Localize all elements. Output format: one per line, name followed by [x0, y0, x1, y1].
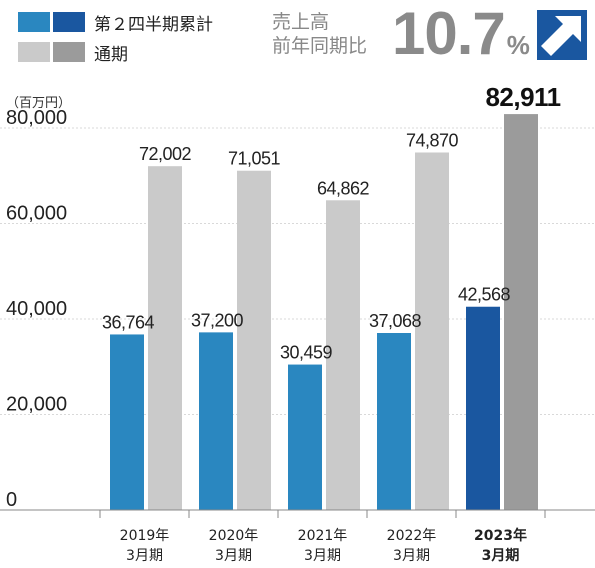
legend: 第２四半期累計 通期 — [18, 10, 213, 70]
bar-q2 — [110, 334, 144, 510]
legend-item-full: 通期 — [18, 40, 213, 65]
legend-swatch-q2-light — [18, 12, 50, 32]
value-label-full: 71,051 — [228, 149, 281, 169]
x-tick-label-period: 3月期 — [126, 548, 163, 564]
kpi-value-number: 10.7 — [392, 0, 506, 67]
legend-label-q2: 第２四半期累計 — [94, 14, 213, 35]
value-label-full: 72,002 — [139, 144, 192, 164]
legend-swatch-q2-dark — [53, 12, 85, 32]
legend-swatch-full-light — [18, 42, 50, 62]
x-tick-label-period: 3月期 — [393, 548, 430, 564]
x-tick-label-period: 3月期 — [215, 548, 252, 564]
x-tick-label-period: 3月期 — [304, 548, 341, 564]
y-tick-label: 20,000 — [6, 394, 67, 416]
bar-full — [415, 152, 449, 511]
value-label-full: 64,862 — [317, 178, 370, 198]
x-tick-label-year: 2020年 — [209, 528, 259, 544]
x-tick-label-year: 2019年 — [120, 528, 170, 544]
y-tick-label: 60,000 — [6, 203, 67, 225]
y-tick-label: 0 — [6, 489, 17, 511]
kpi-unit: % — [506, 30, 530, 60]
value-label-q2: 36,764 — [102, 312, 155, 332]
legend-item-q2: 第２四半期累計 — [18, 10, 213, 35]
bar-q2 — [199, 332, 233, 510]
value-label-full: 82,911 — [485, 82, 560, 112]
bar-full — [326, 200, 360, 511]
legend-label-full: 通期 — [94, 44, 128, 65]
x-tick-label-year: 2022年 — [387, 528, 437, 544]
legend-swatch-full-dark — [53, 42, 85, 62]
x-tick-label-year: 2021年 — [298, 528, 348, 544]
value-label-q2: 30,459 — [280, 343, 333, 363]
kpi-label-line1: 売上高 — [272, 11, 330, 33]
x-axis: 2019年 3月期 2020年 3月期 2021年 3月期 2022年 3月期 2023年 3月期 — [0, 509, 595, 564]
bar-q2 — [466, 306, 500, 510]
bars — [110, 114, 538, 511]
bar-full — [148, 166, 182, 511]
arrow-up-right-icon — [537, 10, 587, 60]
value-label-q2: 37,200 — [191, 310, 244, 330]
kpi-label: 売上高 前年同期比 — [272, 10, 367, 58]
value-labels: 36,764 72,002 37,200 71,051 30,459 64,862 37,0… — [102, 82, 561, 362]
x-tick-label-period: 3月期 — [482, 548, 520, 564]
y-tick-label: 40,000 — [6, 298, 67, 320]
bar-q2 — [377, 333, 411, 510]
x-tick-label-year: 2023年 — [474, 527, 527, 544]
bar-q2 — [288, 364, 322, 510]
value-label-full: 74,870 — [406, 130, 459, 150]
y-axis-unit-label: （百万円） — [6, 96, 71, 111]
value-label-q2: 37,068 — [369, 311, 422, 331]
y-axis-ticks: 0 20,000 40,000 60,000 80,000 — [6, 107, 67, 511]
kpi-label-line2: 前年同期比 — [272, 35, 368, 57]
bar-full — [237, 170, 271, 510]
kpi-value: 10.7% — [392, 2, 530, 77]
bar-full — [504, 114, 538, 510]
y-tick-label: 80,000 — [6, 107, 67, 129]
value-label-q2: 42,568 — [458, 285, 511, 305]
